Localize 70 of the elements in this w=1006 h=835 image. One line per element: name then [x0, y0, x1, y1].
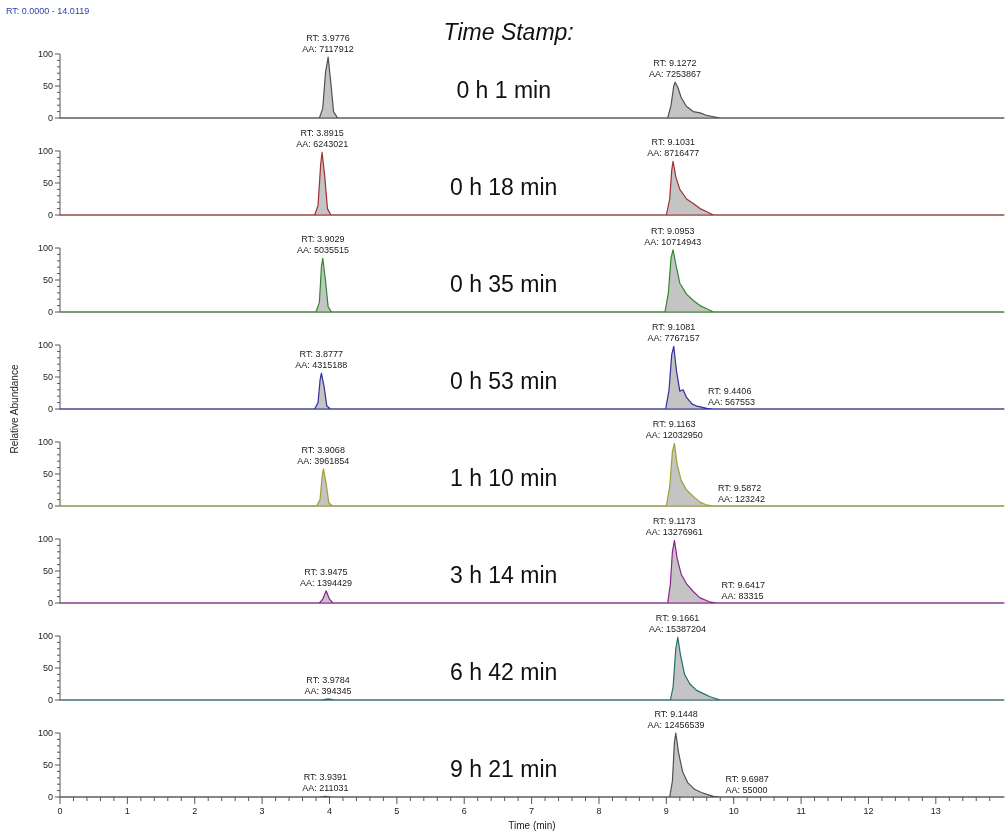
annotation: RT: 3.9784 AA: 394345	[304, 674, 352, 696]
text: 0 h 35 min	[449, 271, 558, 297]
y-tick-label: 50	[42, 566, 53, 577]
y-tick-label: 100	[37, 340, 53, 351]
x-tick-label: 0	[57, 806, 63, 816]
y-tick-label: 0	[47, 210, 53, 221]
annotation: RT: 9.6417 AA: 83315	[721, 580, 765, 601]
x-tick-label: 1	[124, 806, 130, 816]
x-tick-label: 5	[394, 806, 400, 816]
y-tick-label: 0	[47, 695, 53, 706]
annotation: RT: 3.9068 AA: 3961854	[297, 444, 350, 466]
annotation: RT: 3.9475 AA: 1394429	[299, 566, 352, 588]
x-tick-label: 8	[596, 806, 602, 816]
y-tick-label: 100	[37, 243, 53, 254]
text: 3 h 14 min	[449, 562, 558, 588]
text: RT: 0.0000 - 14.0119	[6, 6, 90, 16]
x-tick-label: 6	[461, 806, 467, 816]
y-tick-label: 100	[37, 534, 53, 545]
y-tick-label: 100	[37, 146, 53, 157]
annotation: RT: 9.1173 AA: 13276961	[645, 516, 703, 538]
text: 9 h 21 min	[449, 756, 558, 782]
y-tick-label: 0	[47, 792, 53, 803]
y-tick-label: 50	[42, 81, 53, 92]
y-axis-title: Relative Abundance	[9, 364, 20, 454]
x-tick-label: 4	[326, 806, 332, 816]
annotation: RT: 3.9391 AA: 211031	[302, 772, 349, 794]
annotation: RT: 9.1163 AA: 12032950	[645, 419, 703, 441]
y-tick-label: 0	[47, 113, 53, 124]
y-tick-label: 50	[42, 663, 53, 674]
x-tick-label: 9	[663, 806, 669, 816]
y-tick-label: 50	[42, 178, 53, 189]
y-tick-label: 0	[47, 501, 53, 512]
text: 0 h 53 min	[449, 368, 558, 394]
x-tick-label: 10	[728, 806, 739, 816]
annotation: RT: 9.5872 AA: 123242	[717, 483, 765, 504]
annotation: RT: 3.9029 AA: 5035515	[296, 234, 349, 256]
text: 0 h 18 min	[449, 174, 558, 200]
x-axis-title: Time (min)	[508, 820, 556, 831]
annotation: RT: 3.8915 AA: 6243021	[296, 128, 349, 150]
x-tick-label: 2	[192, 806, 198, 816]
annotation: RT: 3.9776 AA: 7117912	[302, 33, 354, 55]
annotation: RT: 9.0953 AA: 10714943	[644, 225, 702, 247]
x-tick-label: 7	[529, 806, 535, 816]
y-tick-label: 100	[37, 728, 53, 739]
y-tick-label: 100	[37, 631, 53, 642]
y-tick-label: 50	[42, 275, 53, 286]
y-tick-label: 0	[47, 307, 53, 318]
text: 1 h 10 min	[449, 465, 558, 491]
annotation: RT: 9.4406 AA: 567553	[708, 386, 756, 407]
annotation: RT: 9.1448 AA: 12456539	[647, 709, 705, 730]
text: 6 h 42 min	[449, 659, 558, 685]
annotation: RT: 9.6987 AA: 55000	[725, 774, 769, 795]
y-tick-label: 50	[42, 469, 53, 480]
y-tick-label: 100	[37, 437, 53, 448]
y-tick-label: 50	[42, 372, 53, 383]
y-tick-label: 0	[47, 404, 53, 415]
x-tick-label: 12	[863, 806, 874, 816]
text: 0 h 1 min	[456, 77, 551, 103]
annotation: RT: 9.1081 AA: 7767157	[647, 322, 700, 344]
annotation: RT: 3.8777 AA: 4315188	[295, 349, 348, 371]
annotation: RT: 9.1031 AA: 8716477	[647, 137, 700, 159]
text: Time Stamp:	[443, 19, 574, 45]
y-tick-label: 100	[37, 49, 53, 60]
y-tick-label: 0	[47, 598, 53, 609]
y-tick-label: 50	[42, 760, 53, 771]
annotation: RT: 9.1272 AA: 7253867	[648, 58, 701, 80]
x-tick-label: 11	[796, 806, 806, 816]
x-tick-label: 3	[259, 806, 265, 816]
x-tick-label: 13	[930, 806, 941, 816]
annotation: RT: 9.1661 AA: 15387204	[649, 613, 707, 635]
